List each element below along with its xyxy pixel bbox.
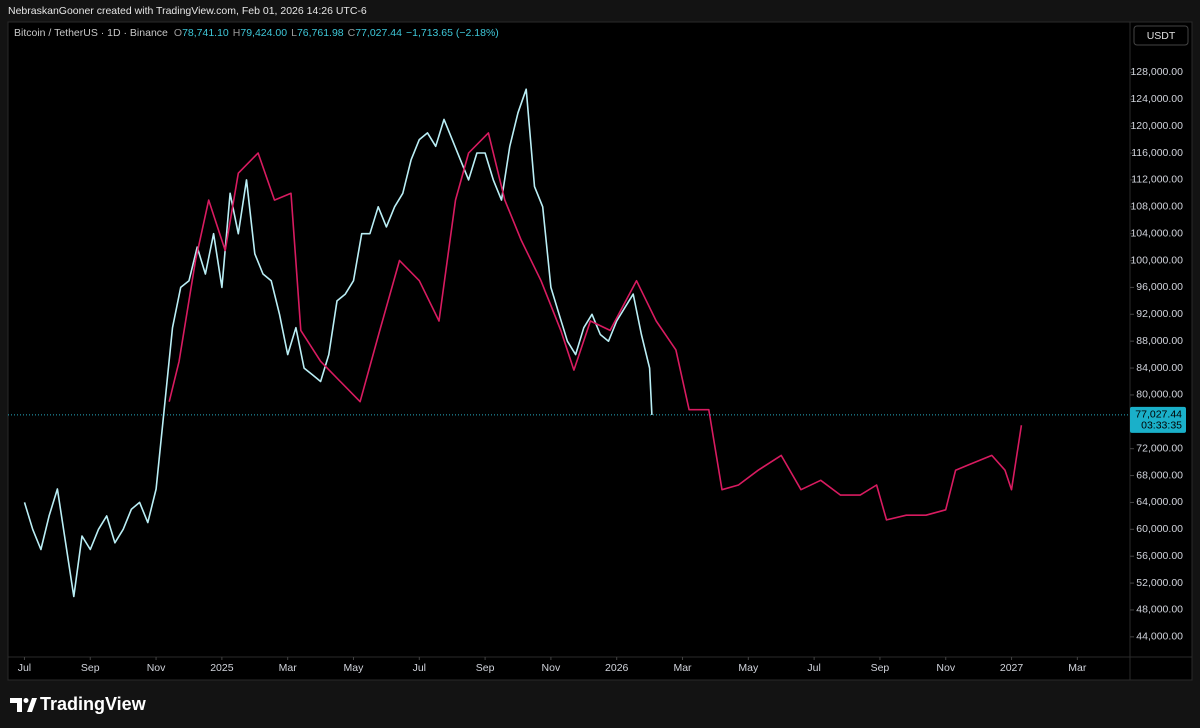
x-tick-label: 2025 (210, 662, 234, 674)
x-tick-label: May (344, 662, 365, 674)
logo-mark (10, 698, 22, 712)
currency-label[interactable]: USDT (1147, 30, 1176, 42)
last-price-box (1130, 406, 1186, 433)
x-tick-label: Nov (542, 662, 561, 674)
y-tick-label: 52,000.00 (1136, 577, 1183, 589)
y-tick-label: 60,000.00 (1136, 523, 1183, 535)
y-tick-label: 92,000.00 (1136, 308, 1183, 320)
logo-slash (27, 698, 37, 712)
x-tick-label: Jul (18, 662, 31, 674)
x-tick-label: Mar (673, 662, 692, 674)
ohlc-value: 78,741.10 (182, 27, 229, 39)
y-tick-label: 96,000.00 (1136, 281, 1183, 293)
ohlc-value: 77,027.44 (355, 27, 402, 39)
brand: TradingView (40, 694, 147, 714)
x-tick-label: Nov (147, 662, 166, 674)
y-tick-label: 120,000.00 (1130, 120, 1183, 132)
x-tick-label: Jul (807, 662, 820, 674)
y-tick-label: 128,000.00 (1130, 66, 1183, 78)
y-tick-label: 112,000.00 (1131, 174, 1183, 186)
x-tick-label: 2027 (1000, 662, 1024, 674)
ohlc-label: L (291, 27, 297, 39)
y-tick-label: 72,000.00 (1136, 442, 1183, 454)
currency-button[interactable] (1133, 25, 1189, 46)
last-price-label: 77,027.44 (1135, 409, 1182, 421)
x-tick-label: Sep (476, 662, 495, 674)
x-tick-label: Nov (936, 662, 955, 674)
x-tick-label: Sep (871, 662, 890, 674)
ohlc-value: 76,761.98 (297, 27, 344, 39)
x-tick-label: 2026 (605, 662, 629, 674)
ohlc-value: 79,424.00 (240, 27, 287, 39)
tradingview-logo (10, 698, 37, 712)
y-tick-label: 68,000.00 (1136, 469, 1183, 481)
y-tick-label: 108,000.00 (1130, 201, 1183, 213)
price-line (168, 132, 1023, 521)
y-tick-label: 88,000.00 (1136, 335, 1183, 347)
price-line (23, 88, 653, 598)
y-tick-label: 44,000.00 (1136, 631, 1183, 643)
x-tick-label: May (738, 662, 759, 674)
x-tick-label: Sep (81, 662, 100, 674)
x-tick-label: Jul (413, 662, 426, 674)
chart-pane (7, 21, 1193, 681)
countdown: 03:33:35 (1141, 420, 1182, 432)
ohlc-label: H (233, 27, 241, 39)
y-tick-label: 64,000.00 (1136, 496, 1183, 508)
y-tick-label: 124,000.00 (1130, 93, 1183, 105)
y-tick-label: 48,000.00 (1136, 604, 1183, 616)
ohlc-label: C (348, 27, 356, 39)
x-tick-label: Mar (279, 662, 298, 674)
ohlc-label: O (174, 27, 182, 39)
symbol-title: Bitcoin / TetherUS · 1D · Binance (14, 27, 168, 39)
y-tick-label: 80,000.00 (1136, 389, 1183, 401)
y-tick-label: 100,000.00 (1130, 254, 1183, 266)
y-tick-label: 104,000.00 (1130, 227, 1183, 239)
ohlc-change: −1,713.65 (−2.18%) (406, 27, 499, 39)
y-tick-label: 116,000.00 (1131, 147, 1183, 159)
y-tick-label: 84,000.00 (1136, 362, 1183, 374)
y-tick-label: 56,000.00 (1136, 550, 1183, 562)
logo-dot (23, 698, 29, 703)
plot (8, 88, 1130, 598)
x-tick-label: Mar (1068, 662, 1087, 674)
header-text: NebraskanGooner created with TradingView… (8, 5, 367, 17)
